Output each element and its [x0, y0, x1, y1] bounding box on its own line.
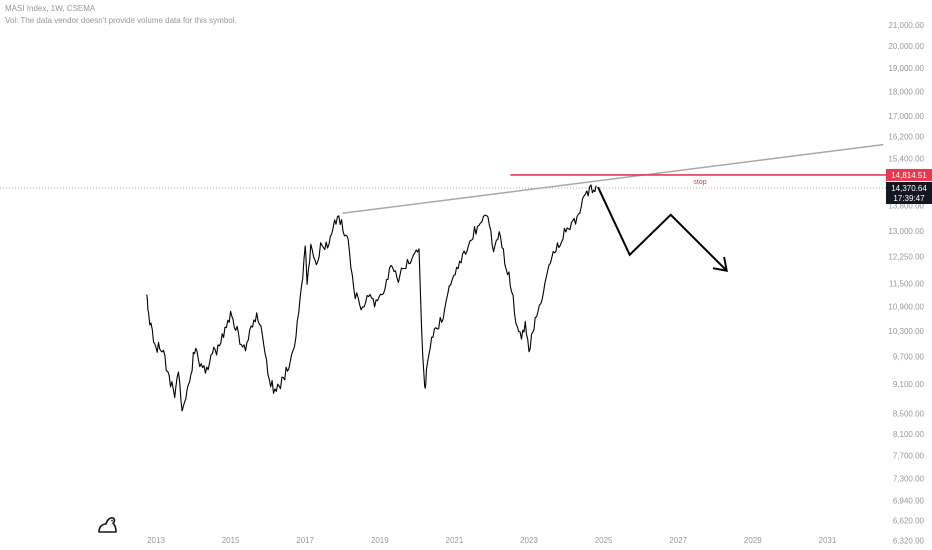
- y-tick-label: 7,700.00: [893, 452, 925, 461]
- y-tick-label: 9,100.00: [893, 380, 925, 389]
- x-tick-label: 2029: [744, 536, 762, 545]
- y-tick-label: 10,300.00: [888, 327, 924, 336]
- last-price-badge: [886, 181, 932, 204]
- projection-arrowhead: [712, 256, 728, 272]
- x-tick-label: 2021: [446, 536, 464, 545]
- x-tick-label: 2025: [595, 536, 613, 545]
- x-tick-label: 2017: [296, 536, 314, 545]
- x-tick-label: 2013: [147, 536, 165, 545]
- y-tick-label: 18,000.00: [888, 87, 924, 96]
- symbol-line: MASI Index, 1W, CSEMA: [5, 4, 96, 13]
- y-tick-label: 21,000.00: [888, 21, 924, 30]
- y-tick-label: 17,000.00: [888, 112, 924, 121]
- y-tick-label: 16,200.00: [888, 133, 924, 142]
- x-tick-label: 2027: [669, 536, 687, 545]
- projection-path: [597, 186, 728, 272]
- y-tick-label: 8,500.00: [893, 409, 925, 418]
- y-tick-label: 10,900.00: [888, 303, 924, 312]
- volume-note: Vol: The data vendor doesn't provide vol…: [5, 16, 237, 25]
- y-tick-label: 6,620.00: [893, 517, 925, 526]
- y-tick-label: 13,800.00: [888, 201, 924, 210]
- y-tick-label: 6,940.00: [893, 496, 925, 505]
- y-tick-label: 6,320.00: [893, 536, 925, 545]
- x-tick-label: 2031: [819, 536, 837, 545]
- y-tick-label: 15,400.00: [888, 154, 924, 163]
- x-tick-label: 2015: [222, 536, 240, 545]
- resistance-trendline: [342, 143, 884, 214]
- y-tick-label: 13,000.00: [888, 227, 924, 236]
- x-tick-label: 2019: [371, 536, 389, 545]
- chart-legend: MASI Index, 1W, CSEMA Vol: The data vend…: [5, 3, 237, 27]
- bar-countdown-text: 17:39:47: [893, 194, 925, 203]
- y-tick-label: 7,300.00: [893, 475, 925, 484]
- tradingview-logo-icon[interactable]: [97, 514, 119, 534]
- y-tick-label: 20,000.00: [888, 42, 924, 51]
- x-tick-label: 2023: [520, 536, 538, 545]
- y-tick-label: 12,250.00: [888, 252, 924, 261]
- y-tick-label: 9,700.00: [893, 353, 925, 362]
- stop-label: stop: [693, 179, 706, 186]
- stop-price-badge-text: 14,814.51: [891, 171, 927, 180]
- y-tick-label: 11,500.00: [889, 280, 925, 289]
- price-series: [146, 184, 597, 412]
- last-price-badge-text: 14,370.64: [891, 184, 927, 193]
- y-tick-label: 19,000.00: [888, 64, 924, 73]
- stop-price-badge: [886, 168, 932, 181]
- y-tick-label: 8,100.00: [893, 430, 925, 439]
